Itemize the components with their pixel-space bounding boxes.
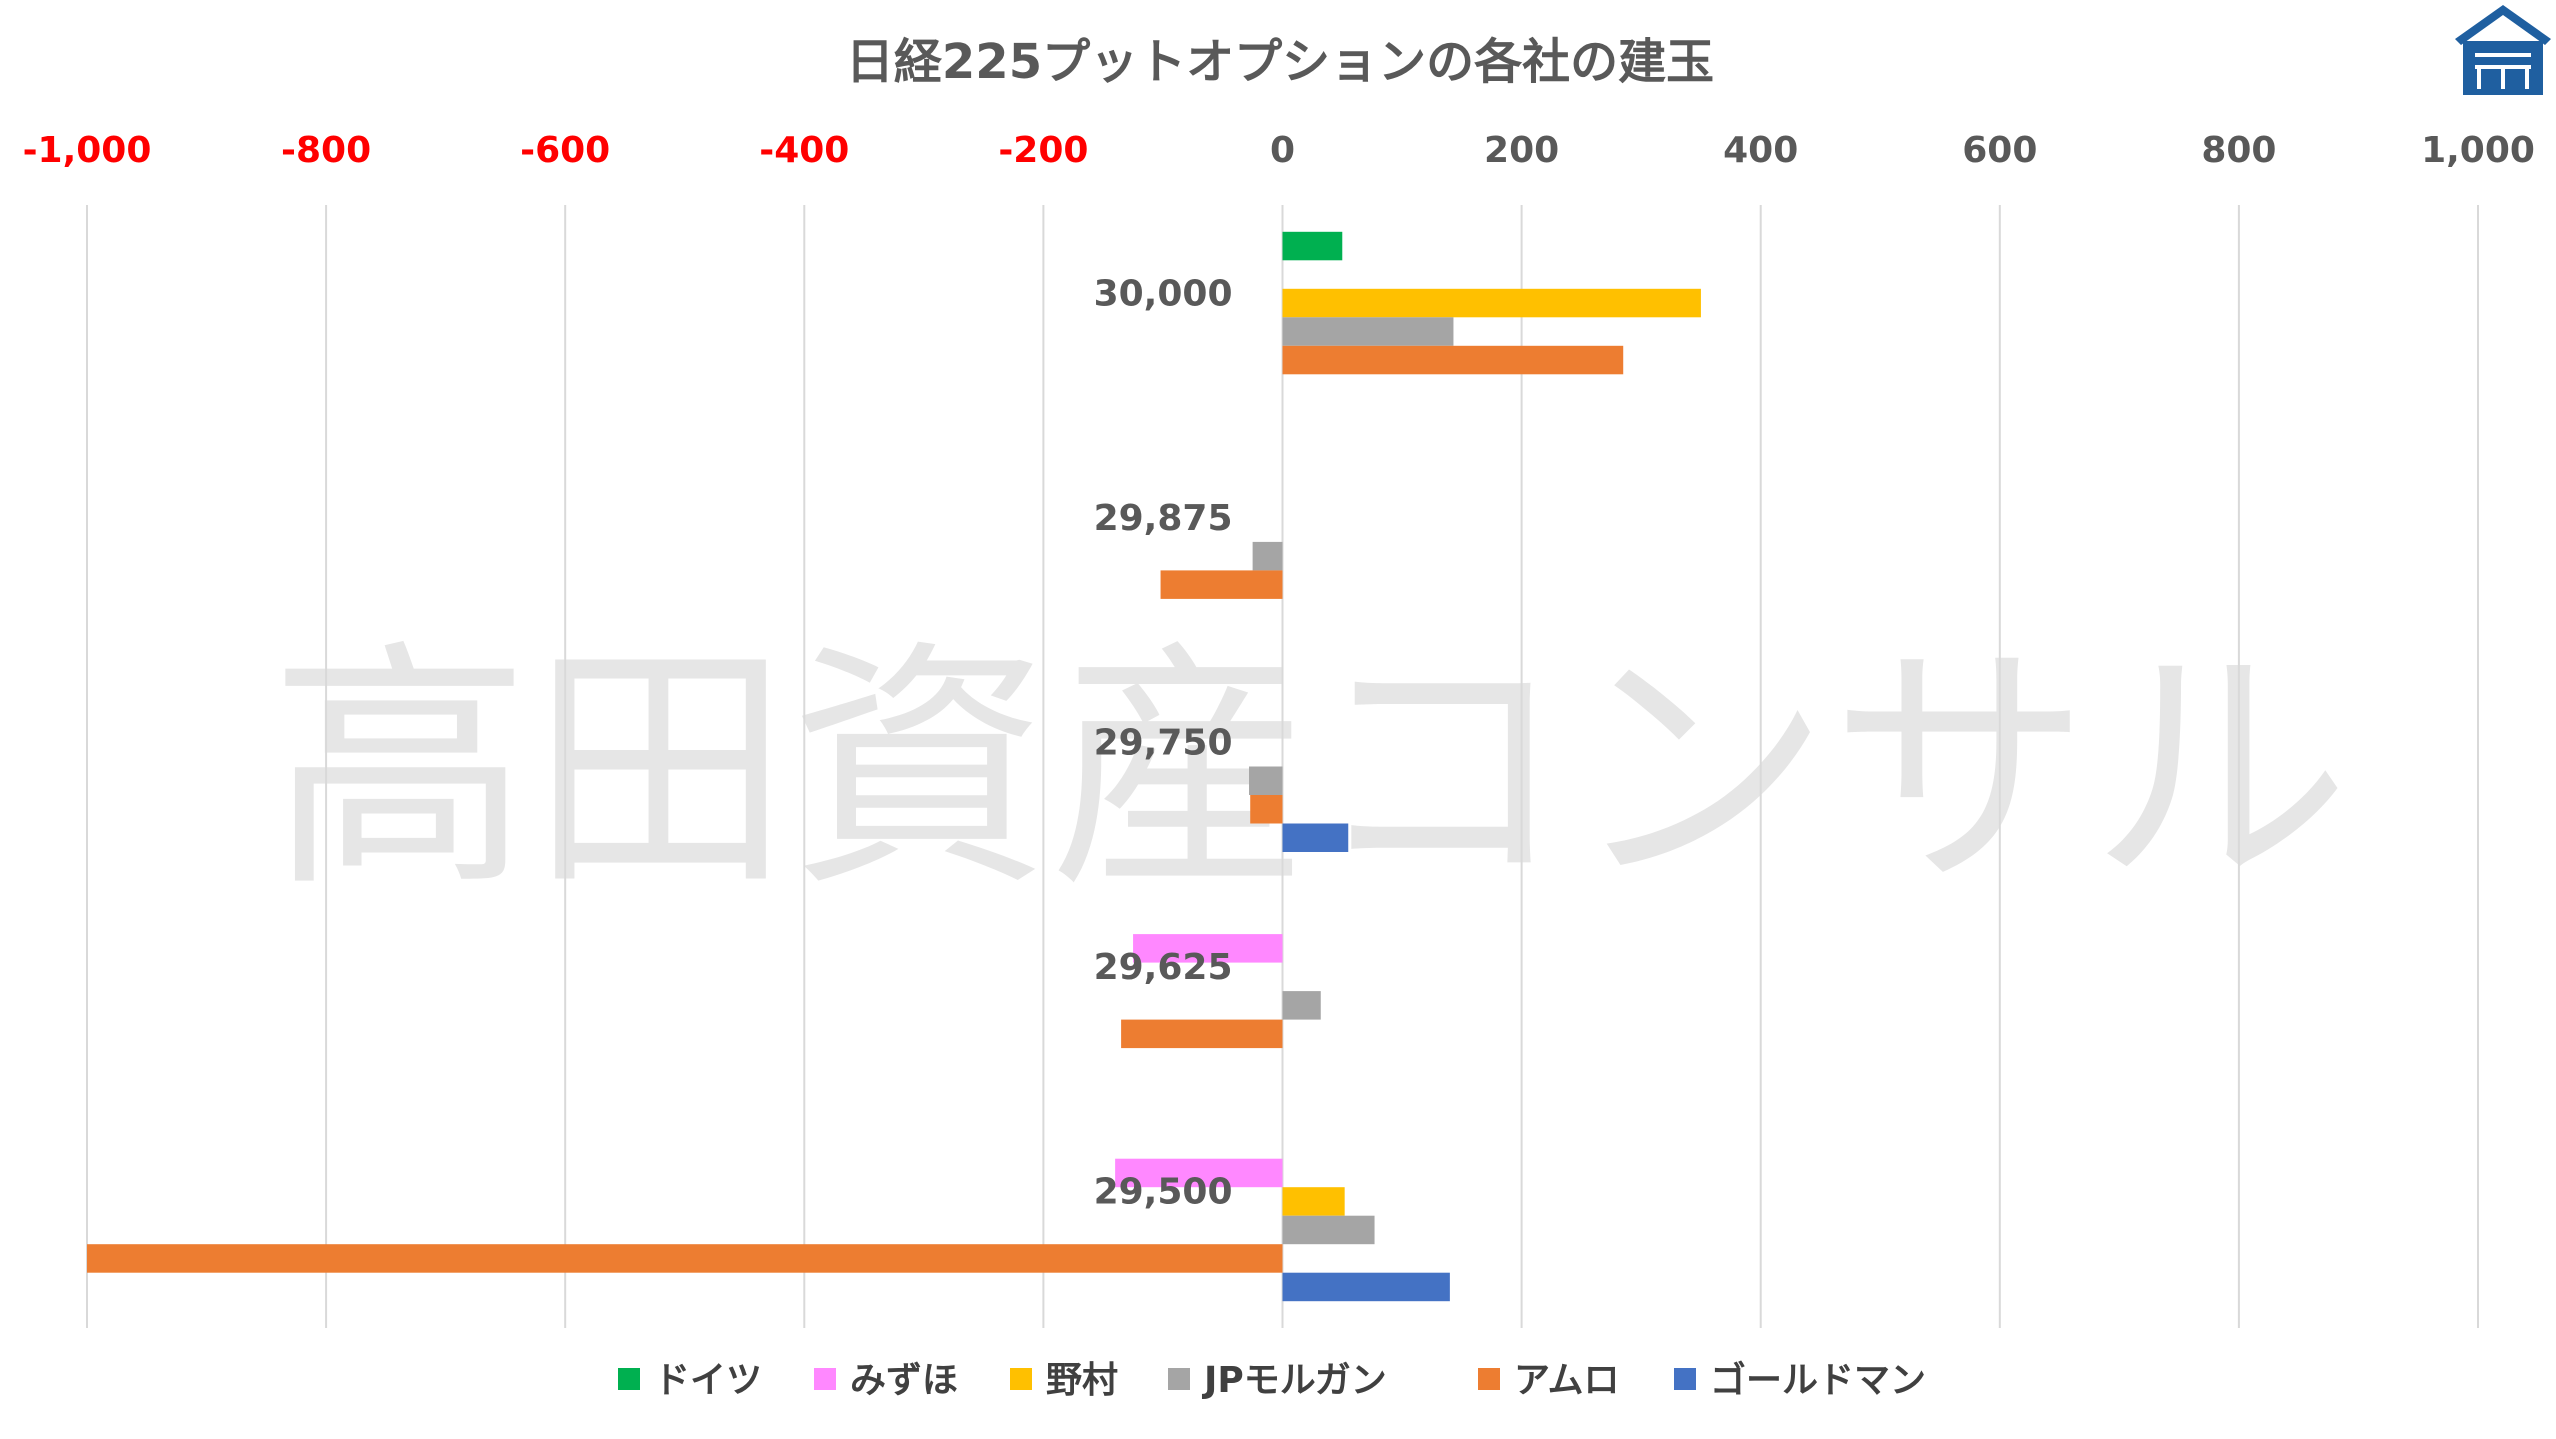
- legend-label: アムロ: [1514, 1360, 1619, 1401]
- x-tick-label: -800: [281, 130, 371, 171]
- x-tick-label: -600: [520, 130, 610, 171]
- bar: [1282, 1272, 1450, 1302]
- house-logo-icon: [2455, 5, 2551, 95]
- legend-swatch: [618, 1368, 640, 1390]
- bar: [1121, 1019, 1283, 1049]
- bar: [1282, 1215, 1375, 1245]
- bar: [1282, 991, 1321, 1020]
- bar: [1250, 795, 1283, 824]
- legend-swatch: [1674, 1368, 1696, 1390]
- watermark: 高田資産コンサル: [270, 620, 2350, 922]
- bar: [1252, 541, 1283, 571]
- x-tick-label: 600: [1962, 130, 2037, 171]
- x-tick-label: 400: [1723, 130, 1798, 171]
- bar: [1282, 823, 1349, 852]
- x-tick-label: -400: [759, 130, 849, 171]
- x-tick-label: 200: [1484, 130, 1559, 171]
- legend: ドイツ みずほ 野村 JPモルガン アムロ ゴールドマン: [618, 1359, 1926, 1401]
- bar: [1282, 1187, 1345, 1216]
- bar: [1133, 934, 1283, 963]
- legend-swatch: [1478, 1368, 1500, 1390]
- legend-label: JPモルガン: [1201, 1360, 1387, 1401]
- x-tick-label: 800: [2201, 130, 2276, 171]
- ticks-layer: -1,000 -800 -600 -400 -200 0 200 400 600 800 1,000: [23, 130, 2535, 171]
- bar: [1282, 231, 1343, 261]
- bar: [1249, 766, 1283, 795]
- bar: [1160, 570, 1283, 599]
- x-tick-label: 0: [1270, 130, 1295, 171]
- category-label: 29,875: [1094, 498, 1233, 539]
- bars-layer: [87, 231, 1701, 1302]
- legend-label: みずほ: [850, 1360, 958, 1401]
- bar: [1282, 345, 1624, 375]
- legend-label: 野村: [1046, 1360, 1118, 1401]
- bar: [87, 1244, 1283, 1273]
- category-label: 29,750: [1094, 723, 1233, 764]
- chart-title: 日経225プットオプションの各社の建玉: [846, 34, 1714, 90]
- x-tick-label: -200: [998, 130, 1088, 171]
- legend-swatch: [814, 1368, 836, 1390]
- legend-label: ドイツ: [654, 1360, 762, 1401]
- watermark-layer: 高田資産コンサル: [270, 620, 2350, 922]
- category-labels: 30,000 29,875 29,750 29,625 29,500: [1094, 273, 1233, 1212]
- bar: [1282, 317, 1454, 346]
- x-tick-label: 1,000: [2421, 130, 2535, 171]
- x-tick-label: -1,000: [23, 130, 152, 171]
- bar: [1282, 288, 1701, 318]
- category-label: 29,500: [1094, 1172, 1233, 1213]
- category-label: 30,000: [1094, 273, 1233, 314]
- bar: [1115, 1158, 1283, 1188]
- legend-swatch: [1168, 1368, 1190, 1390]
- category-label: 29,625: [1094, 947, 1233, 988]
- legend-label: ゴールドマン: [1710, 1359, 1926, 1401]
- legend-swatch: [1010, 1368, 1032, 1390]
